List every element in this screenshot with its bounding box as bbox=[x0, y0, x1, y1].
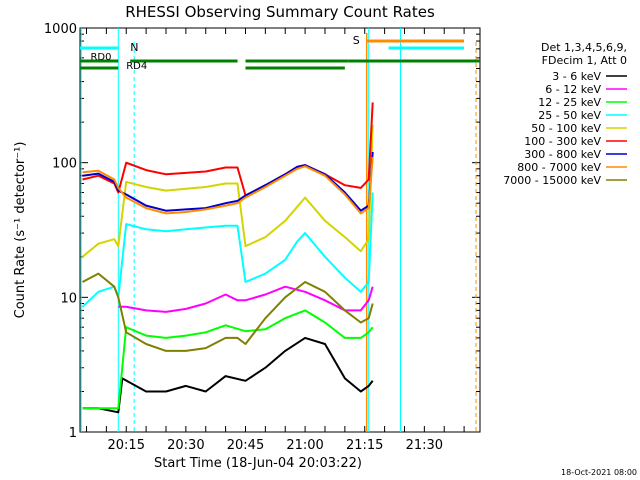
legend-label-3: 25 - 50 keV bbox=[538, 109, 601, 122]
x-tick-label: 21:00 bbox=[286, 438, 323, 453]
series-line-2 bbox=[82, 309, 374, 410]
flag-label-s: S bbox=[353, 34, 360, 47]
x-axis-label: Start Time (18-Jun-04 20:03:22) bbox=[154, 456, 362, 471]
x-tick-label: 20:15 bbox=[108, 438, 145, 453]
x-tick-label: 20:30 bbox=[167, 438, 204, 453]
y-tick-label: 1000 bbox=[44, 22, 77, 37]
y-tick-label: 1 bbox=[69, 426, 77, 441]
legend-label-0: 3 - 6 keV bbox=[552, 70, 601, 83]
series-line-5 bbox=[82, 102, 374, 197]
legend-label-4: 50 - 100 keV bbox=[531, 122, 601, 135]
legend-label-7: 800 - 7000 keV bbox=[517, 161, 601, 174]
x-tick-label: 21:15 bbox=[346, 438, 383, 453]
series-line-4 bbox=[81, 125, 374, 258]
series-line-7 bbox=[82, 157, 374, 215]
y-tick-label: 100 bbox=[52, 157, 77, 172]
x-tick-label: 20:45 bbox=[227, 438, 264, 453]
legend-label-5: 100 - 300 keV bbox=[524, 135, 601, 148]
legend-label-1: 6 - 12 keV bbox=[545, 83, 601, 96]
legend-label-6: 300 - 800 keV bbox=[524, 148, 601, 161]
y-axis-label: Count Rate (s⁻¹ detector⁻¹) bbox=[13, 142, 28, 319]
series-line-1 bbox=[118, 285, 374, 313]
y-tick-label: 10 bbox=[60, 291, 77, 306]
plot-frame bbox=[79, 27, 481, 433]
legend-label-2: 12 - 25 keV bbox=[538, 96, 601, 109]
legend-header-line-1: Det 1,3,4,5,6,9, bbox=[541, 41, 627, 54]
timestamp-label: 18-Oct-2021 08:00 bbox=[561, 468, 637, 477]
x-tick-label: 21:30 bbox=[406, 438, 443, 453]
legend-label-8: 7000 - 15000 keV bbox=[503, 174, 601, 187]
chart-title: RHESSI Observing Summary Count Rates bbox=[125, 3, 435, 21]
series-line-3 bbox=[81, 192, 374, 308]
legend-header-line-2: FDecim 1, Att 0 bbox=[542, 54, 627, 67]
flag-label-n: N bbox=[130, 41, 138, 54]
series-line-8 bbox=[82, 272, 374, 352]
flag-label-rd4: RD4 bbox=[126, 61, 147, 72]
flag-label-rd0: RD0 bbox=[90, 52, 111, 63]
plot-layer: 1 10 100 1000 20:15 20:30 20:45 21:00 21:15 21:30… bbox=[44, 22, 481, 453]
